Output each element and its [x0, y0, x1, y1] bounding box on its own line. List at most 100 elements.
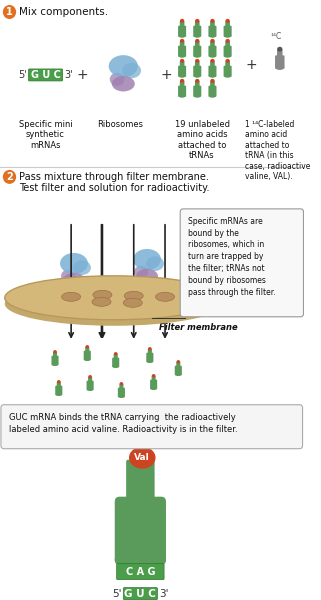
FancyBboxPatch shape [195, 61, 200, 68]
FancyBboxPatch shape [53, 352, 57, 358]
Text: +: + [77, 68, 88, 82]
FancyBboxPatch shape [225, 61, 230, 68]
FancyBboxPatch shape [224, 65, 232, 77]
Text: G U C: G U C [125, 589, 156, 599]
Ellipse shape [110, 73, 124, 86]
Ellipse shape [115, 548, 166, 572]
Ellipse shape [177, 360, 180, 364]
Text: Specific mRNAs are
bound by the
ribosomes, which in
turn are trapped by
the filt: Specific mRNAs are bound by the ribosome… [188, 217, 275, 296]
Ellipse shape [210, 39, 215, 43]
Text: Filter membrane: Filter membrane [159, 323, 238, 332]
Ellipse shape [118, 395, 125, 398]
FancyBboxPatch shape [150, 380, 157, 389]
Text: 3': 3' [159, 589, 169, 599]
Ellipse shape [5, 282, 223, 326]
FancyBboxPatch shape [29, 69, 63, 81]
Ellipse shape [195, 19, 199, 23]
Ellipse shape [122, 63, 141, 78]
Ellipse shape [88, 375, 92, 379]
Ellipse shape [109, 55, 138, 77]
FancyBboxPatch shape [224, 26, 232, 37]
FancyBboxPatch shape [225, 41, 230, 49]
FancyBboxPatch shape [193, 65, 201, 77]
Text: ¹⁴C: ¹⁴C [126, 435, 140, 444]
Ellipse shape [224, 34, 231, 38]
FancyBboxPatch shape [193, 46, 201, 57]
FancyBboxPatch shape [87, 380, 94, 391]
Ellipse shape [178, 94, 186, 98]
Ellipse shape [112, 76, 135, 91]
FancyBboxPatch shape [1, 405, 303, 449]
Ellipse shape [195, 59, 199, 63]
Ellipse shape [146, 256, 164, 271]
Ellipse shape [147, 360, 153, 363]
Ellipse shape [180, 79, 184, 83]
Ellipse shape [224, 74, 231, 78]
Ellipse shape [210, 79, 215, 83]
Text: ¹⁴C: ¹⁴C [270, 32, 282, 41]
FancyBboxPatch shape [119, 384, 124, 390]
Ellipse shape [84, 358, 91, 361]
FancyBboxPatch shape [84, 350, 91, 361]
FancyBboxPatch shape [51, 356, 58, 365]
Text: +: + [246, 58, 257, 72]
FancyBboxPatch shape [55, 386, 62, 395]
Text: 1: 1 [6, 7, 13, 17]
FancyBboxPatch shape [176, 362, 180, 368]
FancyBboxPatch shape [178, 26, 186, 37]
Ellipse shape [180, 59, 184, 63]
Ellipse shape [225, 39, 230, 43]
Ellipse shape [209, 94, 216, 98]
FancyBboxPatch shape [210, 41, 215, 49]
Ellipse shape [53, 350, 57, 353]
Ellipse shape [136, 269, 158, 284]
FancyBboxPatch shape [224, 46, 232, 57]
Ellipse shape [61, 270, 75, 283]
FancyBboxPatch shape [178, 46, 186, 57]
Ellipse shape [114, 352, 117, 355]
Ellipse shape [224, 54, 231, 58]
Ellipse shape [129, 447, 156, 469]
FancyBboxPatch shape [277, 49, 282, 58]
Ellipse shape [194, 34, 201, 38]
FancyBboxPatch shape [193, 26, 201, 37]
FancyBboxPatch shape [178, 86, 186, 97]
Ellipse shape [133, 249, 161, 270]
Ellipse shape [225, 19, 230, 23]
FancyBboxPatch shape [208, 86, 216, 97]
Ellipse shape [210, 59, 215, 63]
Ellipse shape [124, 292, 143, 301]
Ellipse shape [57, 380, 61, 383]
Text: 5': 5' [18, 70, 27, 80]
FancyBboxPatch shape [178, 65, 186, 77]
FancyBboxPatch shape [208, 65, 216, 77]
FancyBboxPatch shape [114, 354, 118, 360]
FancyBboxPatch shape [85, 347, 89, 353]
Ellipse shape [87, 388, 93, 391]
Ellipse shape [92, 298, 111, 307]
Ellipse shape [52, 363, 58, 366]
Ellipse shape [113, 365, 119, 368]
Ellipse shape [93, 290, 112, 299]
Circle shape [3, 170, 16, 184]
FancyBboxPatch shape [175, 365, 182, 376]
Ellipse shape [5, 276, 223, 320]
Ellipse shape [85, 345, 89, 349]
Ellipse shape [209, 54, 216, 58]
FancyBboxPatch shape [112, 358, 119, 367]
Ellipse shape [152, 374, 155, 377]
Ellipse shape [180, 19, 184, 23]
Text: 5': 5' [112, 589, 121, 599]
FancyBboxPatch shape [88, 377, 92, 383]
FancyBboxPatch shape [210, 81, 215, 88]
FancyBboxPatch shape [193, 86, 201, 97]
Ellipse shape [62, 292, 81, 301]
FancyBboxPatch shape [208, 46, 216, 57]
Ellipse shape [123, 298, 142, 307]
Text: Ribosomes: Ribosomes [98, 120, 143, 129]
Ellipse shape [195, 79, 199, 83]
FancyBboxPatch shape [208, 26, 216, 37]
Ellipse shape [195, 39, 199, 43]
FancyBboxPatch shape [152, 376, 156, 382]
Text: Specific mini
synthetic
mRNAs: Specific mini synthetic mRNAs [19, 120, 73, 150]
